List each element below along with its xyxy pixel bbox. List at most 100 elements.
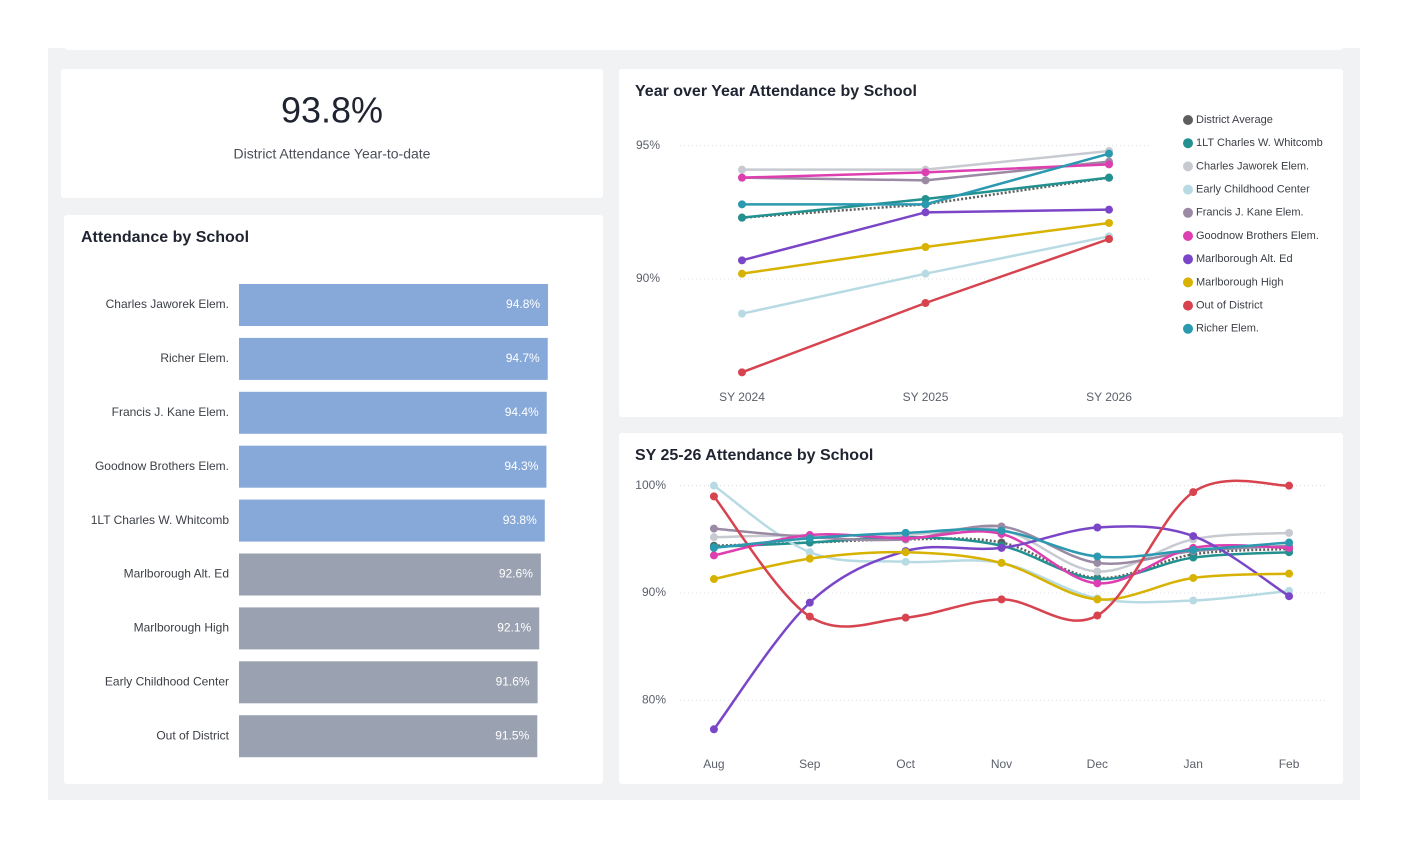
- data-label: 92.1%: [497, 621, 531, 635]
- y-tick-label: 100%: [635, 478, 666, 492]
- bar: [239, 661, 538, 704]
- bar: [239, 715, 538, 758]
- data-point: [1093, 567, 1102, 576]
- data-point: [921, 208, 930, 217]
- data-point: [1285, 538, 1294, 547]
- data-label: 91.5%: [495, 728, 529, 742]
- data-point: [709, 543, 718, 552]
- data-point: [709, 725, 718, 734]
- x-tick-label: Sep: [799, 757, 821, 771]
- data-point: [1105, 160, 1113, 169]
- data-point: [901, 613, 910, 622]
- legend-label: Francis J. Kane Elem.: [1196, 207, 1304, 219]
- category-label: Goodnow Brothers Elem.: [95, 459, 229, 473]
- bar: [239, 499, 545, 542]
- category-label: Richer Elem.: [160, 351, 229, 365]
- card: [619, 433, 1343, 784]
- legend-label: Marlborough High: [1196, 276, 1283, 288]
- data-point: [709, 551, 718, 560]
- data-point: [738, 213, 746, 222]
- x-tick-label: Aug: [703, 757, 724, 771]
- bar: [239, 607, 540, 650]
- data-point: [921, 200, 930, 209]
- data-point: [1093, 595, 1102, 604]
- data-label: 94.7%: [506, 351, 540, 365]
- legend-label: Richer Elem.: [1196, 323, 1259, 335]
- legend-marker: [1183, 277, 1193, 288]
- data-point: [901, 557, 910, 566]
- data-point: [997, 595, 1006, 604]
- chart-title: SY 25-26 Attendance by School: [635, 447, 873, 464]
- data-point: [1285, 592, 1294, 601]
- data-point: [1105, 173, 1113, 182]
- data-point: [921, 176, 930, 185]
- data-point: [921, 269, 930, 278]
- data-point: [1189, 573, 1198, 582]
- data-label: 94.3%: [504, 459, 538, 473]
- data-label: 93.8%: [503, 513, 537, 527]
- category-label: Francis J. Kane Elem.: [112, 405, 229, 419]
- data-point: [709, 533, 718, 542]
- y-tick-label: 80%: [642, 692, 666, 706]
- data-label: 92.6%: [499, 567, 533, 581]
- data-point: [738, 173, 746, 182]
- legend-marker: [1183, 231, 1193, 241]
- data-point: [1093, 579, 1102, 588]
- data-point: [1285, 528, 1294, 537]
- data-point: [1285, 569, 1294, 578]
- data-point: [997, 543, 1006, 552]
- data-point: [1189, 532, 1198, 541]
- legend-label: Marlborough Alt. Ed: [1196, 253, 1293, 265]
- data-point: [901, 548, 910, 557]
- data-point: [1105, 235, 1113, 243]
- data-point: [738, 309, 746, 318]
- data-point: [709, 481, 718, 490]
- x-tick-label: SY 2025: [903, 390, 949, 404]
- data-point: [805, 612, 814, 621]
- data-point: [805, 554, 814, 563]
- data-point: [738, 165, 746, 174]
- x-tick-label: Jan: [1184, 757, 1203, 771]
- data-point: [901, 528, 910, 537]
- category-label: Charles Jaworek Elem.: [106, 297, 229, 311]
- data-point: [1105, 149, 1113, 158]
- data-point: [1093, 523, 1102, 532]
- x-tick-label: Oct: [896, 757, 915, 771]
- category-label: Out of District: [156, 728, 229, 742]
- data-point: [921, 299, 930, 307]
- legend-marker: [1183, 161, 1193, 172]
- bar: [239, 445, 547, 488]
- x-tick-label: Nov: [991, 757, 1012, 771]
- legend-label: 1LT Charles W. Whitcomb: [1196, 137, 1323, 149]
- legend-label: Charles Jaworek Elem.: [1196, 160, 1309, 172]
- x-tick-label: Dec: [1087, 757, 1108, 771]
- legend-marker: [1183, 254, 1193, 265]
- data-point: [1105, 219, 1113, 227]
- data-point: [997, 558, 1006, 567]
- legend-marker: [1183, 138, 1193, 149]
- data-point: [709, 575, 718, 584]
- data-label: 94.4%: [505, 405, 539, 419]
- legend-marker: [1183, 323, 1193, 334]
- category-label: Marlborough High: [134, 621, 229, 635]
- data-point: [709, 524, 718, 533]
- data-point: [921, 243, 930, 251]
- chart-title: Year over Year Attendance by School: [635, 83, 917, 100]
- chart-title: Attendance by School: [81, 229, 249, 246]
- bar: [239, 284, 549, 326]
- category-label: Early Childhood Center: [105, 674, 229, 688]
- legend-marker: [1183, 115, 1193, 125]
- category-label: Marlborough Alt. Ed: [124, 567, 229, 581]
- data-point: [1093, 558, 1102, 567]
- y-tick-label: 90%: [642, 585, 666, 599]
- legend-marker: [1183, 207, 1193, 218]
- data-point: [1189, 553, 1198, 562]
- data-point: [805, 548, 814, 557]
- category-label: 1LT Charles W. Whitcomb: [91, 513, 230, 527]
- legend-marker: [1183, 300, 1193, 311]
- y-tick-label: 95%: [636, 138, 660, 152]
- data-point: [1189, 596, 1198, 605]
- data-point: [921, 168, 930, 177]
